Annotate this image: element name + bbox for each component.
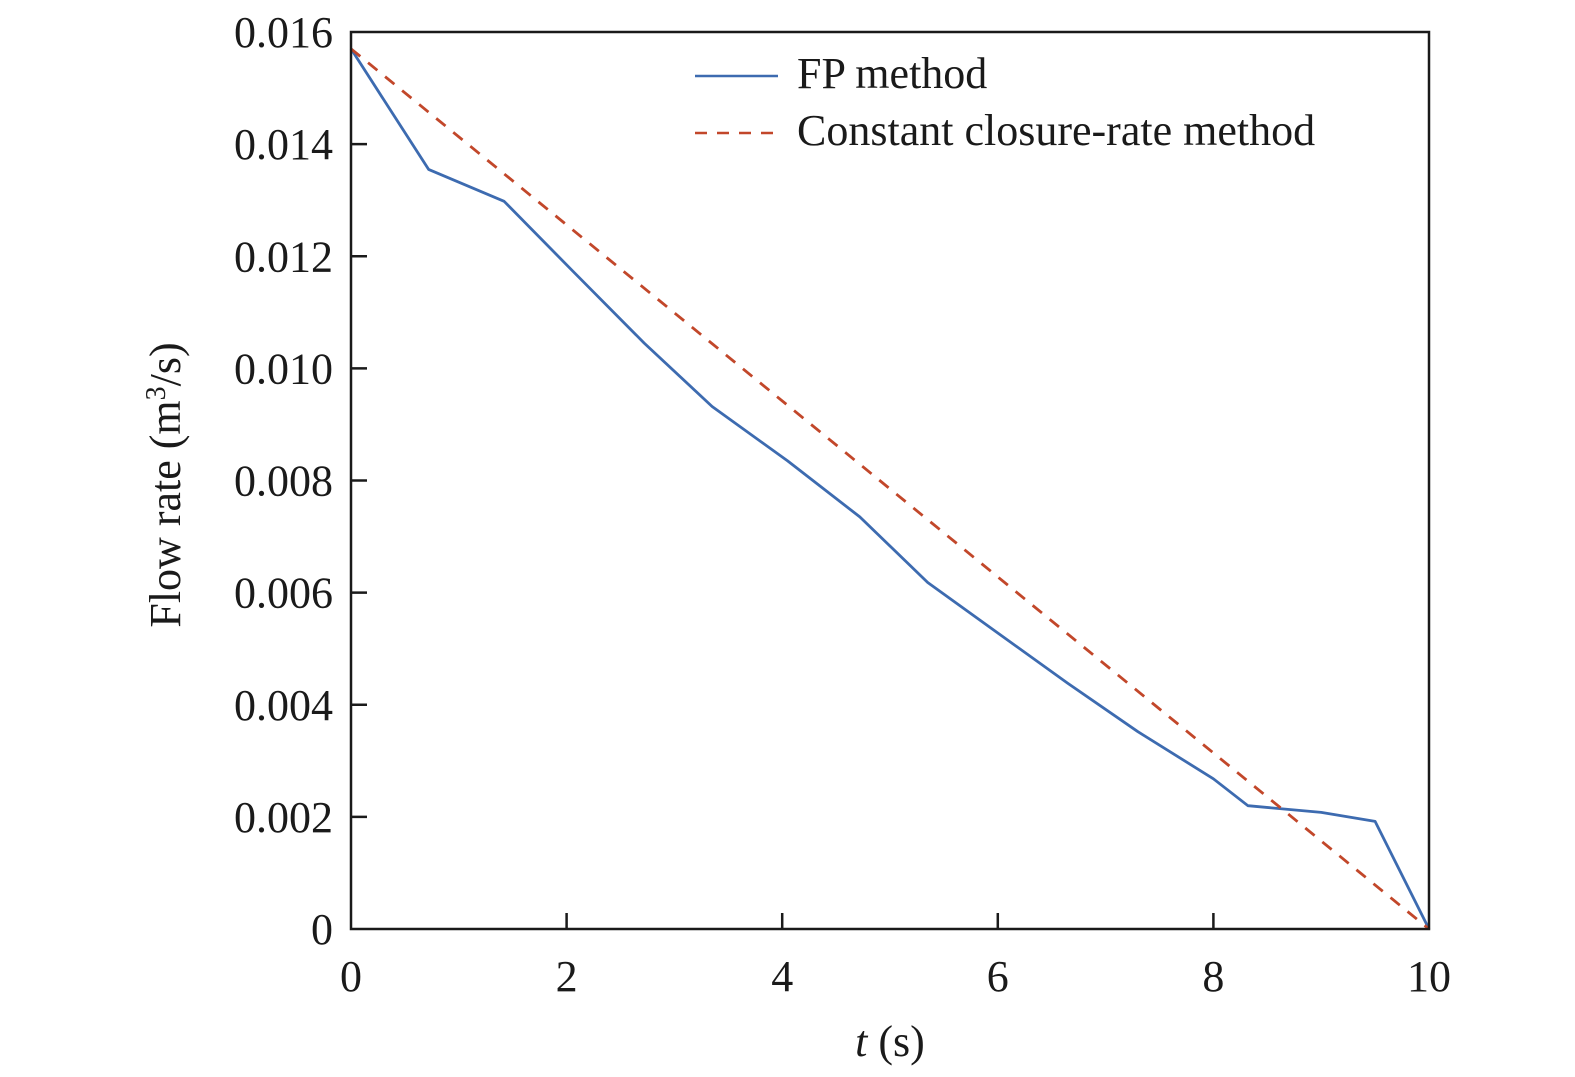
x-tick-label: 10 (1407, 952, 1451, 1001)
x-axis-label-variable: t (855, 1017, 869, 1066)
x-axis-label-unit: (s) (867, 1017, 924, 1066)
y-tick-label: 0 (311, 905, 333, 954)
x-tick-label: 8 (1202, 952, 1224, 1001)
y-tick-label: 0.002 (234, 793, 333, 842)
x-axis: 0 2 4 6 8 10 (340, 913, 1451, 1001)
x-axis-label: t (s) (855, 1017, 925, 1066)
x-tick-label: 0 (340, 952, 362, 1001)
legend: FP method Constant closure-rate method (695, 49, 1315, 155)
y-axis: 0 0.002 0.004 0.006 0.008 0.010 0.012 0.014 0.01… (234, 8, 367, 954)
x-tick-label: 6 (987, 952, 1009, 1001)
y-tick-label: 0.014 (234, 120, 333, 169)
y-axis-label: Flow rate (m3/s) (141, 342, 191, 627)
y-tick-label: 0.010 (234, 344, 333, 393)
y-tick-label: 0.012 (234, 232, 333, 281)
plot-frame (349, 30, 1431, 931)
y-tick-label: 0.006 (234, 569, 333, 618)
y-axis-label-end: /s) (141, 342, 190, 386)
x-tick-label: 4 (771, 952, 793, 1001)
y-tick-label: 0.008 (234, 457, 333, 506)
y-tick-label: 0.004 (234, 681, 333, 730)
y-axis-label-superscript: 3 (141, 386, 172, 400)
series-line-constant-closure-rate (350, 47, 1430, 931)
y-axis-label-main: Flow rate (m (141, 400, 190, 627)
y-tick-label: 0.016 (234, 8, 333, 57)
x-tick-label: 2 (556, 952, 578, 1001)
legend-label-fp-method: FP method (797, 49, 987, 98)
legend-label-constant-closure-rate: Constant closure-rate method (797, 106, 1315, 155)
series-group (349, 47, 1431, 931)
series-line-fp-method (349, 48, 1431, 930)
